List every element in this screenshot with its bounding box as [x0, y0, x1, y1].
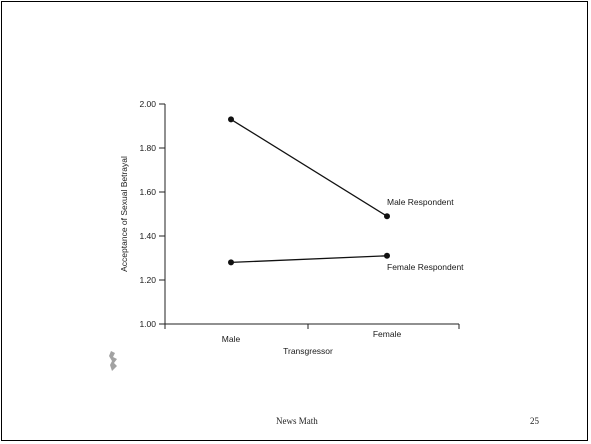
y-tick-label: 1.60	[139, 187, 156, 197]
series-group: Male Respondent Female Respondent	[228, 116, 464, 272]
x-ticks: Male Female	[164, 324, 460, 344]
series-label: Male Respondent	[387, 197, 454, 207]
series-line	[230, 255, 388, 264]
data-point	[228, 116, 234, 123]
y-tick-label: 1.40	[139, 231, 156, 241]
data-point	[384, 252, 390, 259]
y-tick-label: 1.00	[139, 319, 156, 329]
scan-smudge	[109, 350, 119, 372]
footer-title: News Math	[276, 416, 318, 426]
x-axis-label: Transgressor	[283, 346, 333, 356]
y-tick-label: 2.00	[139, 99, 156, 109]
page-number: 25	[530, 416, 539, 426]
y-axis-label: Acceptance of Sexual Betrayal	[119, 156, 129, 272]
y-ticks: 1.00 1.20 1.40 1.60 1.80 2.00	[139, 99, 165, 329]
y-axis: 1.00 1.20 1.40 1.60 1.80 2.00 Acceptance of S…	[119, 99, 166, 329]
x-tick-label: Male	[222, 334, 241, 344]
x-tick-label: Female	[373, 329, 402, 339]
x-axis: Male Female Transgressor	[164, 323, 460, 356]
series-line	[230, 118, 388, 217]
data-point	[384, 213, 390, 220]
series-label: Female Respondent	[387, 262, 464, 272]
y-tick-label: 1.20	[139, 275, 156, 285]
data-point	[228, 259, 234, 266]
y-tick-label: 1.80	[139, 143, 156, 153]
